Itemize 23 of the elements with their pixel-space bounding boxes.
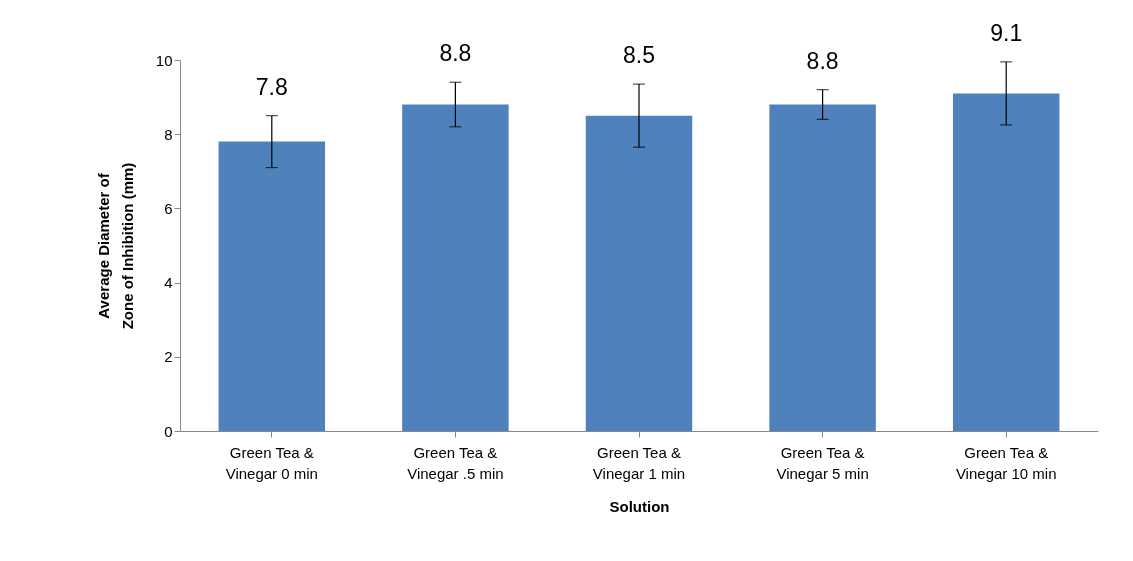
y-tick-label: 2 (164, 348, 173, 366)
bar (402, 104, 509, 431)
x-tick-label: Green Tea & Vinegar 1 min (592, 443, 686, 482)
data-label: 8.5 (623, 42, 655, 69)
bar (769, 104, 876, 431)
x-tick-label: Green Tea & Vinegar 10 min (955, 443, 1057, 482)
y-tick-label: 6 (164, 199, 173, 217)
bar (952, 93, 1060, 431)
y-axis-title: Average Diameter of Zone of Inhibition (mm) (94, 162, 136, 330)
data-label: 8.8 (806, 47, 839, 74)
bar (218, 141, 326, 431)
data-label: 8.8 (439, 40, 472, 67)
x-tick-label: Green Tea & Vinegar .5 min (407, 443, 504, 482)
y-tick-label: 8 (164, 125, 173, 143)
x-tick-label: Green Tea & Vinegar 5 min (776, 443, 869, 482)
data-label: 9.1 (990, 19, 1023, 46)
bar (585, 115, 693, 431)
y-tick-label: 0 (164, 422, 173, 440)
y-tick-label: 10 (155, 51, 173, 69)
x-tick-label: Green Tea & Vinegar 0 min (225, 443, 318, 482)
data-label: 7.8 (255, 73, 288, 100)
y-tick-label: 4 (164, 274, 173, 292)
x-axis-title: Solution (609, 497, 670, 515)
